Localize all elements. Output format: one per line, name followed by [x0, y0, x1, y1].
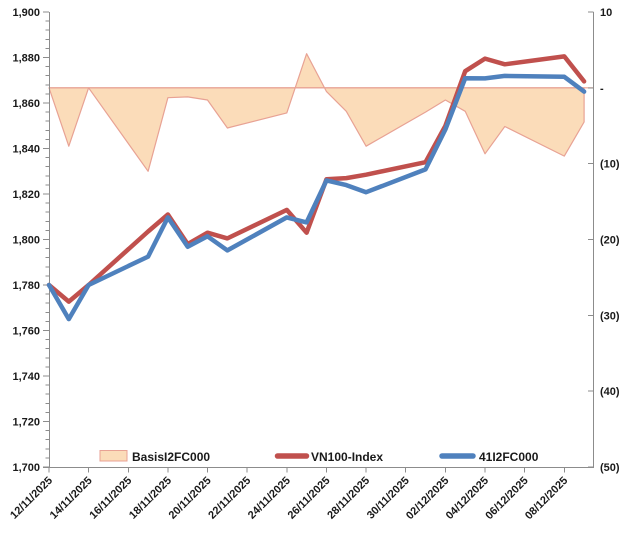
futures-41i2fc000-line: [46, 73, 587, 322]
right-axis-tick-label: 10: [600, 7, 612, 19]
legend-label-futures: 41I2FC000: [479, 450, 539, 464]
legend: BasisI2FC000 VN100-Index 41I2FC000: [99, 450, 539, 464]
legend-label-vn100: VN100-Index: [311, 450, 383, 464]
legend-swatch-basis: [99, 450, 128, 462]
left-axis-tick-label: 1,880: [12, 53, 40, 65]
series-lines-layer: [46, 54, 587, 322]
basis-area: [48, 53, 585, 172]
left-axis-tick-label: 1,900: [12, 7, 40, 19]
right-axis-tick-label: (30): [600, 310, 620, 322]
left-axis-tick-label: 1,700: [12, 462, 40, 474]
left-axis-tick-label: 1,860: [12, 98, 40, 110]
legend-label-basis: BasisI2FC000: [132, 450, 210, 464]
right-axis-tick-label: (40): [600, 386, 620, 398]
right-axis-tick-label: (10): [600, 159, 620, 171]
left-axis-tick-label: 1,720: [12, 417, 40, 429]
left-axis-tick-label: 1,780: [12, 280, 40, 292]
right-axis-tick-label: -: [600, 83, 604, 95]
x-axis-tick-label: 08/12/2025: [523, 475, 570, 522]
right-axis-tick-label: (50): [600, 462, 620, 474]
right-axis-tick-label: (20): [600, 235, 620, 247]
left-axis-tick-label: 1,740: [12, 371, 40, 383]
left-axis-tick-label: 1,760: [12, 326, 40, 338]
basis-area-layer: [48, 53, 594, 172]
left-axis-tick-label: 1,800: [12, 235, 40, 247]
left-axis-tick-label: 1,840: [12, 144, 40, 156]
left-axis-tick-label: 1,820: [12, 189, 40, 201]
